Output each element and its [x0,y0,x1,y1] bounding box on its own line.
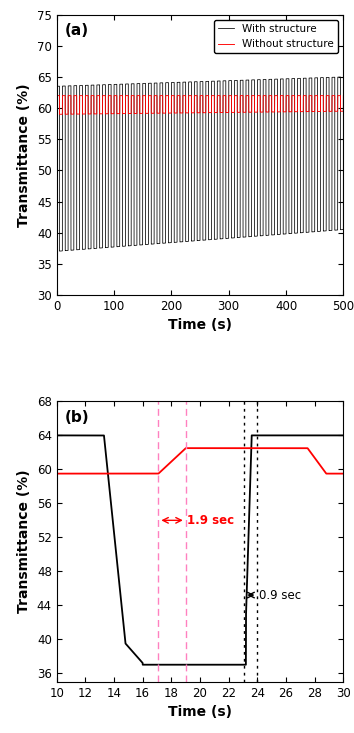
Line: With structure: With structure [57,77,343,251]
Text: 1.9 sec: 1.9 sec [187,514,234,527]
Without structure [326,91,330,100]
Text: (a): (a) [65,23,89,38]
Without structure [341,91,346,100]
With structure [111,243,115,251]
Without structure [55,91,59,100]
Without structure [67,91,71,100]
Without structure [56,91,60,100]
With structure [341,73,346,81]
Line: Without structure: Without structure [57,95,343,114]
Without structure [72,110,76,119]
Text: 0.9 sec: 0.9 sec [259,589,301,602]
X-axis label: Time (s): Time (s) [168,705,232,719]
With structure [55,82,59,91]
Without structure [195,91,199,100]
Legend: With structure, Without structure: With structure, Without structure [214,20,338,54]
With structure [56,82,60,91]
Y-axis label: Transmittance (%): Transmittance (%) [17,470,31,614]
With structure [67,81,71,90]
With structure [57,247,62,256]
Y-axis label: Transmittance (%): Transmittance (%) [17,83,32,226]
X-axis label: Time (s): Time (s) [168,318,232,332]
With structure [195,77,199,86]
Without structure [57,110,62,119]
Text: (b): (b) [65,410,90,425]
With structure [326,73,330,82]
With structure [72,246,76,254]
Without structure [111,109,115,118]
